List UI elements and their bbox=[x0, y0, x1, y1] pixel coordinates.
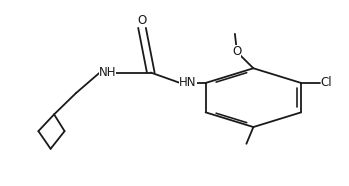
Text: O: O bbox=[138, 14, 147, 27]
Text: O: O bbox=[232, 45, 241, 58]
Text: NH: NH bbox=[99, 66, 116, 79]
Text: Cl: Cl bbox=[321, 76, 332, 89]
Text: HN: HN bbox=[179, 76, 196, 89]
